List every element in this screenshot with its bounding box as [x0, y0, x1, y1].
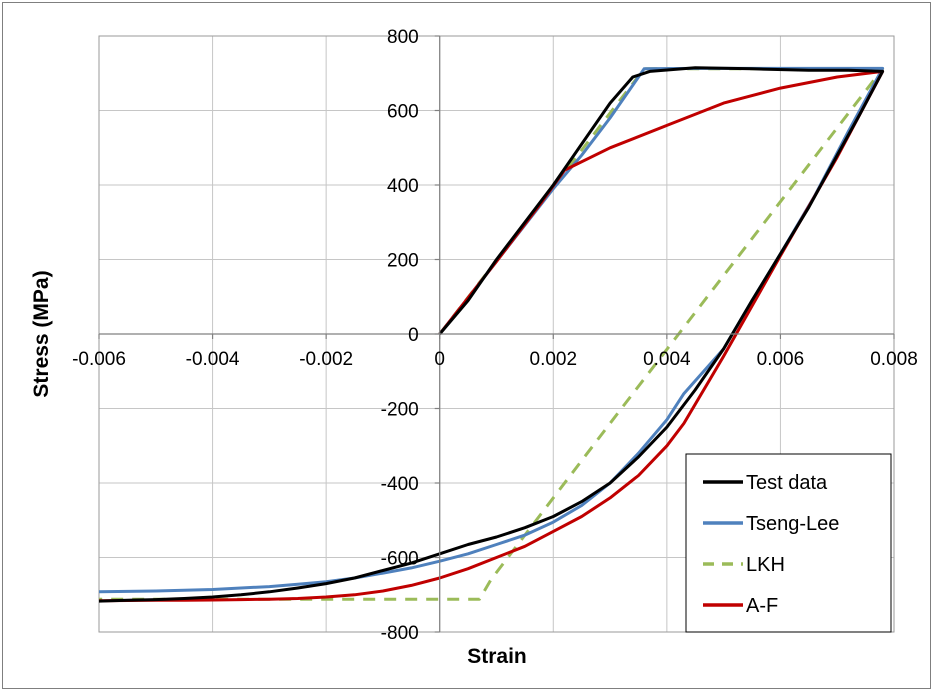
y-tick-label: 800: [387, 27, 419, 48]
x-tick-label: 0.008: [870, 349, 918, 370]
y-tick-label: -800: [381, 623, 419, 644]
legend-label: A-F: [746, 595, 778, 617]
x-tick-label: -0.004: [186, 349, 240, 370]
x-tick-label: 0.002: [530, 349, 578, 370]
x-axis-title: Strain: [467, 645, 527, 668]
legend: Test data Tseng-Lee LKH A-F: [685, 453, 892, 633]
x-tick-label: 0.006: [757, 349, 805, 370]
y-tick-label: 0: [408, 325, 419, 346]
series-line-lkh: [99, 67, 885, 601]
legend-label: Test data: [746, 472, 828, 494]
y-tick-label: -400: [381, 474, 419, 495]
x-tick-label: 0.004: [643, 349, 691, 370]
x-tick-label: -0.002: [299, 349, 353, 370]
y-tick-label: 400: [387, 176, 419, 197]
x-tick-label: -0.006: [72, 349, 126, 370]
y-tick-label: 200: [387, 251, 419, 272]
series-layer: [98, 66, 885, 603]
tick-labels: -0.006 -0.004 -0.002 0 0.002 0.004 0.006 0.008 -…: [72, 27, 918, 644]
legend-label: LKH: [746, 554, 785, 576]
y-axis-title: Stress (MPa): [30, 270, 53, 397]
y-tick-label: 600: [387, 102, 419, 123]
y-tick-label: -600: [381, 549, 419, 570]
y-tick-label: -200: [381, 400, 419, 421]
legend-label: Tseng-Lee: [746, 513, 839, 535]
x-tick-label: 0: [434, 349, 445, 370]
series-line-a-f: [98, 69, 885, 603]
series-line-test-data: [98, 66, 885, 603]
axes: [98, 35, 895, 633]
